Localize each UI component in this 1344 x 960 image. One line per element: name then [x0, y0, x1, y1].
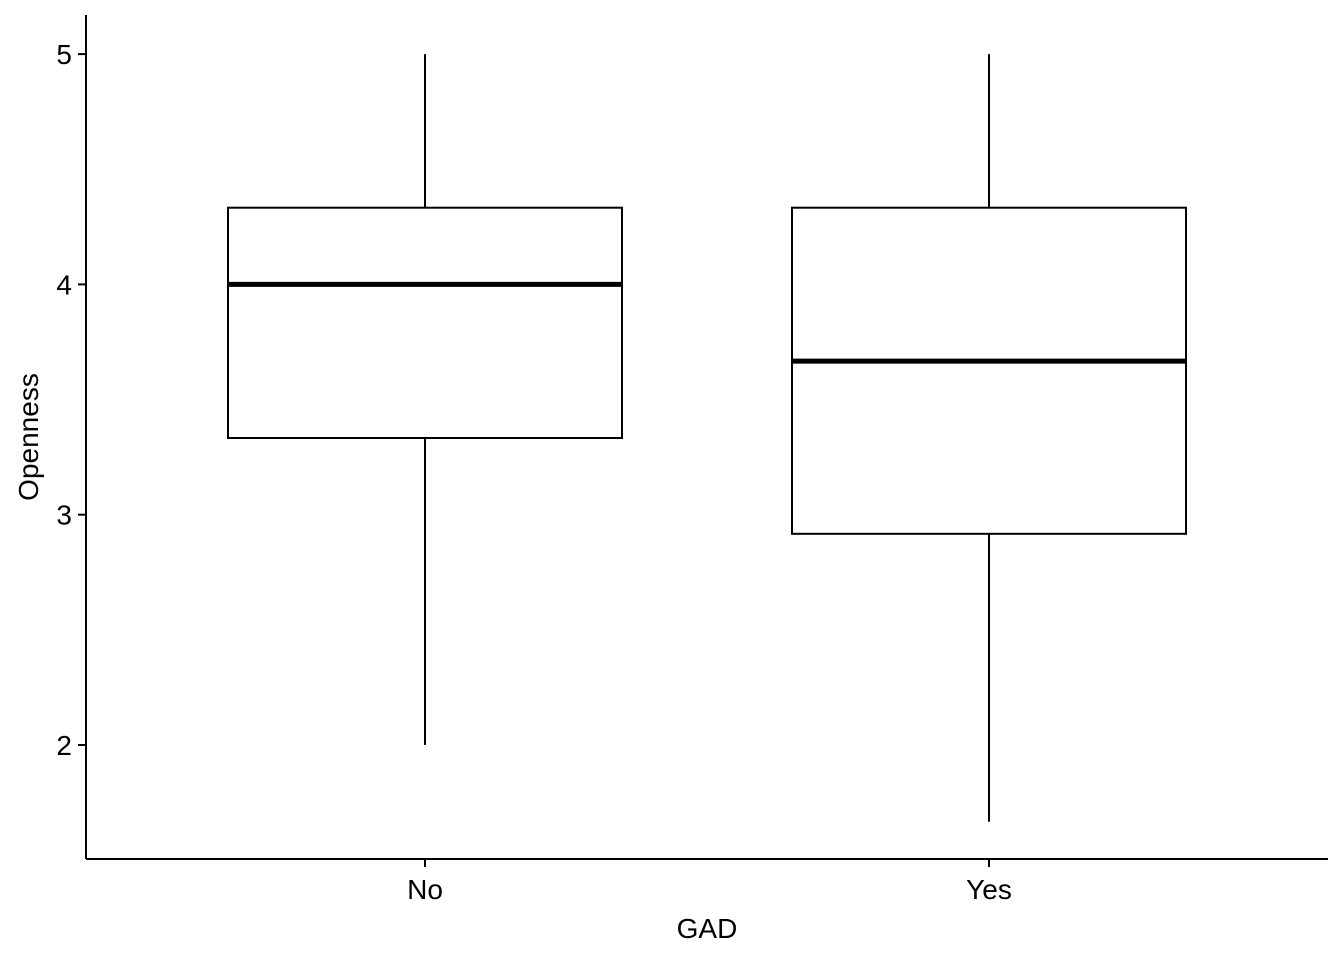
- iqr-box-no: [227, 206, 623, 440]
- plot-area: [227, 54, 1187, 822]
- y-tick-label: 2: [56, 730, 72, 761]
- y-axis-title: Openness: [13, 373, 44, 501]
- x-tick-label: Yes: [966, 874, 1012, 905]
- x-axis-title: GAD: [677, 913, 738, 944]
- y-tick-label: 3: [56, 500, 72, 531]
- iqr-box-yes: [791, 206, 1187, 535]
- y-axis-ticks: 2 3 4 5: [56, 39, 86, 761]
- x-tick-label: No: [407, 874, 443, 905]
- box-no: [227, 54, 623, 745]
- box-yes: [791, 54, 1187, 822]
- y-tick-label: 4: [56, 269, 72, 300]
- x-axis-ticks: No Yes: [407, 859, 1012, 905]
- y-tick-label: 5: [56, 39, 72, 70]
